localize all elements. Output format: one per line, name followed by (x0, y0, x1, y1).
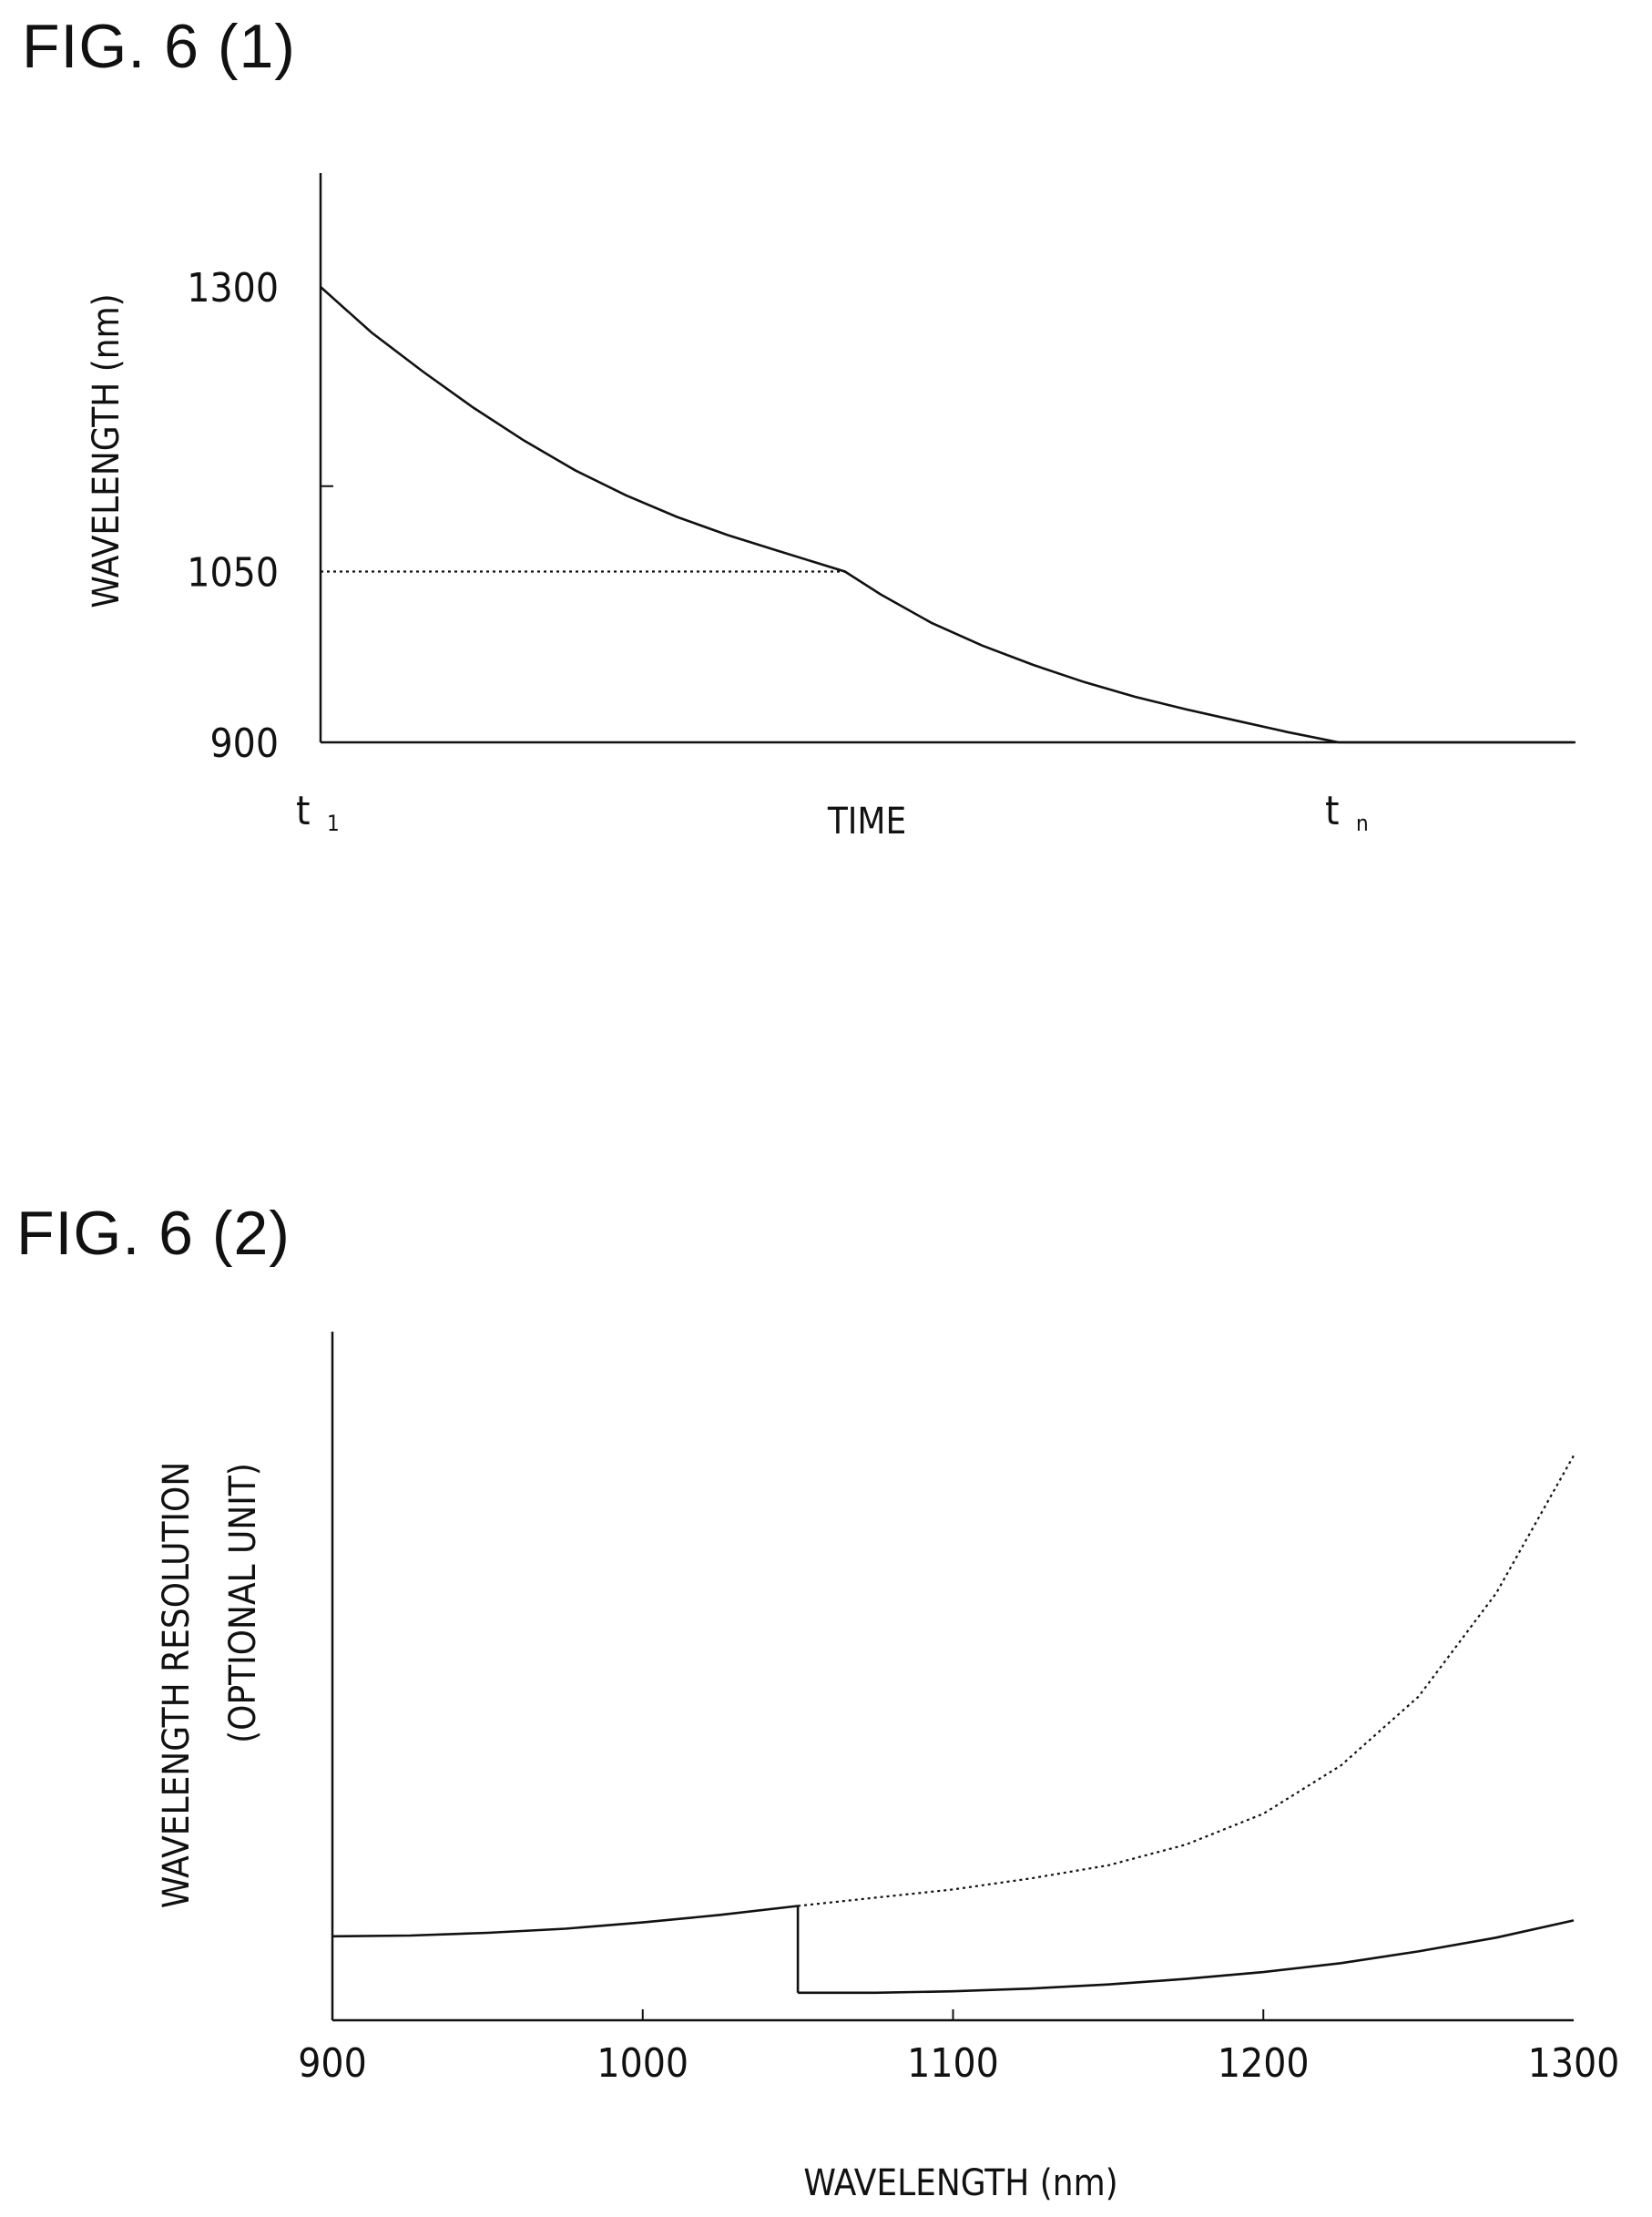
x-tick-label: 1300 (1528, 2040, 1620, 2087)
series-line-2 (797, 1455, 1575, 1907)
series-line-4 (798, 1919, 1575, 1995)
figure-2-title: FIG. 6 (2) (16, 1199, 291, 1268)
chart-2: 900 1000 1100 1200 1300 WAVELENGTH (nm) WAVELE… (156, 1332, 1619, 2204)
x-tick-label-main: t (1325, 788, 1340, 834)
series-line-1 (331, 1905, 799, 1938)
y-axis-label: WAVELENGTH (nm) (86, 293, 127, 608)
figure-1-title: FIG. 6 (1) (22, 12, 296, 81)
x-tick-label: 1100 (907, 2040, 999, 2087)
x-tick-label: 900 (298, 2040, 367, 2087)
x-tick-label-subscript: 1 (327, 811, 340, 836)
x-tick-label: 1000 (597, 2040, 688, 2087)
x-axis-label: TIME (827, 801, 906, 843)
series-line-1 (320, 286, 1340, 744)
x-tick-label-main: t (296, 788, 311, 834)
x-tick-label-subscript: n (1356, 811, 1369, 836)
x-tick-label: 1200 (1218, 2040, 1310, 2087)
y-axis-label: WAVELENGTH RESOLUTION (156, 1462, 198, 1909)
x-axis-label: WAVELENGTH (nm) (803, 2162, 1117, 2204)
y-tick-label: 1300 (187, 265, 279, 312)
y-tick-label: 900 (209, 720, 279, 767)
y-axis-label-unit: (OPTIONAL UNIT) (222, 1463, 264, 1743)
y-tick-label: 1050 (187, 550, 279, 597)
